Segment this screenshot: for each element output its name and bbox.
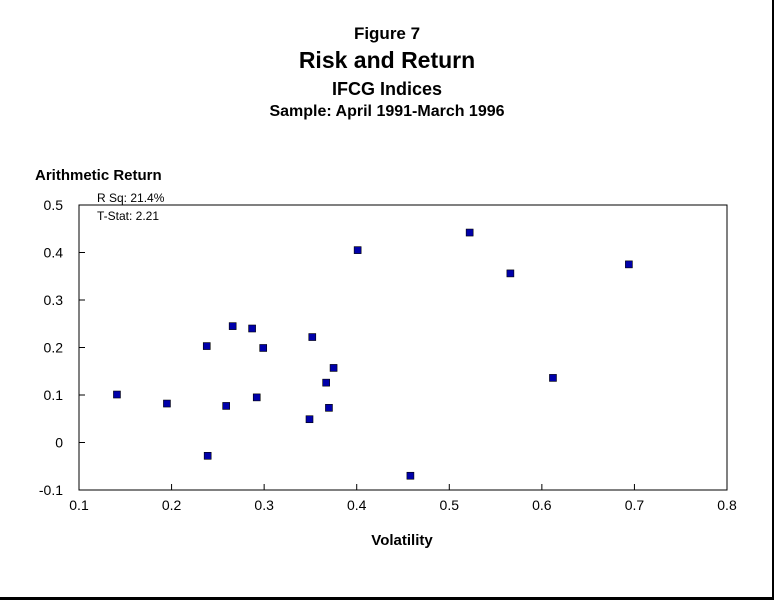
chart-subtitle: IFCG Indices [331, 79, 443, 99]
data-point [353, 246, 362, 254]
x-axis-label: Volatility [371, 532, 433, 549]
data-points [113, 228, 633, 480]
data-point [113, 390, 121, 399]
x-tick-label: 0.3 [254, 497, 274, 513]
data-point [549, 374, 557, 382]
y-tick-label: -0.1 [39, 482, 63, 498]
plot-area [78, 204, 728, 491]
data-point [163, 399, 171, 408]
sample-period: Sample: April 1991-March 1996 [269, 103, 505, 120]
axis-ticks: 0.1 0.2 0.3 0.4 0.5 0.6 0.7 0.8 0.5 0.4 0.3 0.2 0.1 0… [39, 197, 737, 513]
data-point [222, 402, 230, 410]
chart-title: Risk and Return [298, 47, 476, 73]
data-point [325, 404, 333, 412]
x-tick-label: 0.5 [440, 497, 460, 513]
y-axis-label: Arithmetic Return [35, 167, 162, 184]
y-tick-label: 0.1 [44, 387, 64, 403]
y-tick-label: 0.2 [44, 340, 64, 356]
data-point [625, 260, 633, 269]
data-point [252, 393, 261, 402]
y-tick-label: 0 [55, 435, 63, 451]
x-tick-label: 0.1 [69, 497, 89, 513]
data-point [329, 364, 338, 372]
figure-label: Figure 7 [353, 24, 421, 43]
y-tick-label: 0.3 [44, 292, 64, 308]
data-point [506, 269, 515, 278]
data-point [202, 342, 211, 350]
x-tick-label: 0.6 [532, 497, 552, 513]
r-squared-annotation: R Sq: 21.4% [97, 191, 165, 205]
data-point [465, 228, 474, 237]
y-tick-label: 0.4 [44, 245, 64, 261]
x-tick-label: 0.2 [162, 497, 182, 513]
data-point [203, 451, 212, 460]
data-point [308, 333, 317, 341]
data-point [305, 415, 314, 424]
data-point [406, 471, 415, 480]
y-tick-label: 0.5 [44, 197, 64, 213]
data-point [228, 322, 237, 330]
data-point [322, 378, 330, 387]
x-tick-label: 0.7 [625, 497, 645, 513]
data-point [259, 344, 268, 352]
t-stat-annotation: T-Stat: 2.21 [97, 209, 160, 223]
x-tick-label: 0.8 [717, 497, 737, 513]
x-tick-label: 0.4 [347, 497, 367, 513]
data-point [248, 324, 256, 333]
